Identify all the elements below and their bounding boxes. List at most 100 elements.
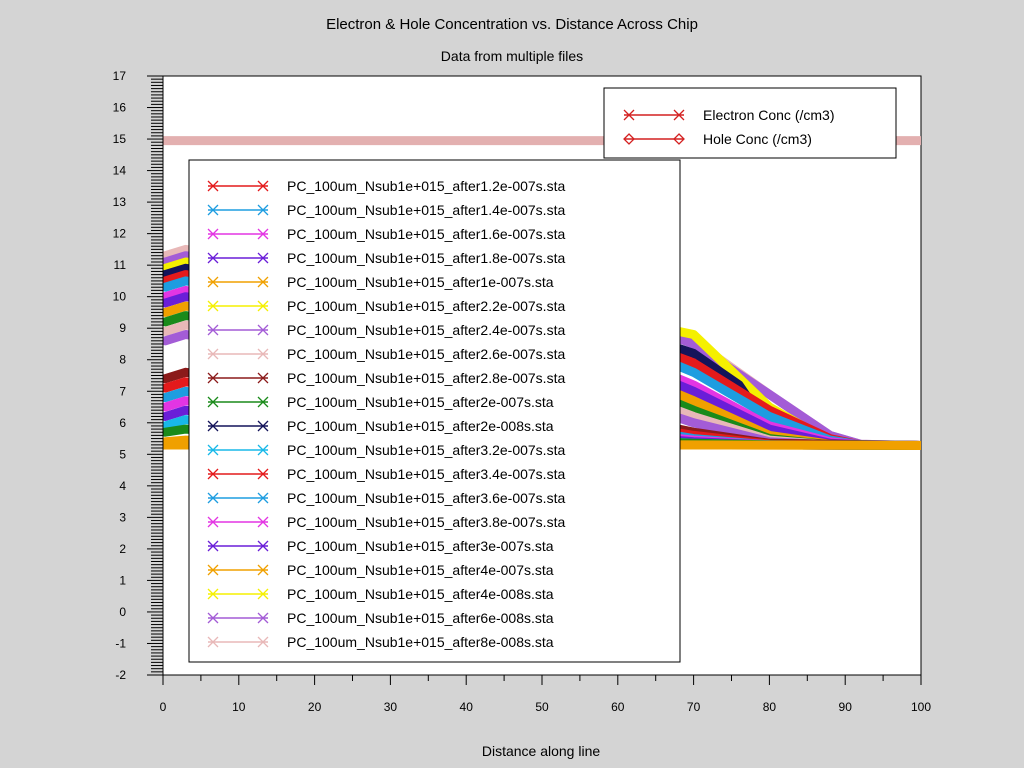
file-legend-label: PC_100um_Nsub1e+015_after2.2e-007s.sta [287,298,565,314]
x-marker-icon [673,109,685,121]
marker-legend-label: Hole Conc (/cm3) [703,131,812,147]
y-tick-label: -2 [115,668,126,682]
file-legend-label: PC_100um_Nsub1e+015_after2.4e-007s.sta [287,322,565,338]
file-legend-label: PC_100um_Nsub1e+015_after2.8e-007s.sta [287,370,565,386]
chart-title: Electron & Hole Concentration vs. Distan… [326,16,698,33]
file-legend-label: PC_100um_Nsub1e+015_after2.6e-007s.sta [287,346,565,362]
y-tick-label: 3 [119,510,126,524]
y-tick-label: 11 [114,258,127,272]
x-marker-icon [257,276,269,288]
file-legend-label: PC_100um_Nsub1e+015_after3.6e-007s.sta [287,490,565,506]
diamond-marker-icon [623,133,635,145]
x-marker-icon [257,540,269,552]
file-legend-label: PC_100um_Nsub1e+015_after1e-007s.sta [287,274,554,290]
file-legend-label: PC_100um_Nsub1e+015_after2e-007s.sta [287,394,554,410]
marker-legend-box [603,87,897,159]
marker-legend-label: Electron Conc (/cm3) [703,107,834,123]
x-marker-icon [257,348,269,360]
y-tick-label: 13 [113,195,127,209]
file-legend-label: PC_100um_Nsub1e+015_after1.6e-007s.sta [287,226,565,242]
file-legend-label: PC_100um_Nsub1e+015_after4e-008s.sta [287,586,554,602]
file-legend-label: PC_100um_Nsub1e+015_after3.2e-007s.sta [287,442,565,458]
y-tick-label: 17 [113,69,127,83]
x-marker-icon [207,300,219,312]
y-tick-label: -1 [115,636,126,650]
file-legend-label: PC_100um_Nsub1e+015_after1.8e-007s.sta [287,250,565,266]
x-marker-icon [257,468,269,480]
x-marker-icon [257,180,269,192]
x-marker-icon [207,276,219,288]
file-legend-label: PC_100um_Nsub1e+015_after3.4e-007s.sta [287,466,565,482]
x-marker-icon [207,396,219,408]
diamond-marker-icon [673,133,685,145]
x-marker-icon [257,420,269,432]
y-tick-label: 16 [113,101,127,115]
x-tick-label: 100 [911,700,931,714]
x-marker-icon [207,564,219,576]
x-marker-icon [207,228,219,240]
file-legend-label: PC_100um_Nsub1e+015_after8e-008s.sta [287,634,554,650]
x-axis-label: Distance along line [482,743,601,759]
file-legend-label: PC_100um_Nsub1e+015_after3.8e-007s.sta [287,514,565,530]
x-tick-label: 50 [535,700,549,714]
y-tick-label: 14 [113,164,127,178]
x-tick-label: 0 [160,700,167,714]
x-marker-icon [257,204,269,216]
y-tick-label: 15 [113,132,127,146]
y-tick-label: 2 [119,542,126,556]
x-marker-icon [257,396,269,408]
x-marker-icon [207,468,219,480]
x-marker-icon [207,204,219,216]
x-tick-label: 10 [232,700,246,714]
x-marker-icon [257,588,269,600]
y-tick-label: 4 [119,479,126,493]
y-tick-label: 10 [113,290,127,304]
x-tick-label: 90 [839,700,853,714]
x-marker-icon [207,636,219,648]
y-tick-label: 0 [119,605,126,619]
x-marker-icon [257,492,269,504]
y-tick-label: 7 [119,384,126,398]
x-marker-icon [257,228,269,240]
x-marker-icon [207,348,219,360]
chart-subtitle: Data from multiple files [441,48,583,64]
x-tick-label: 80 [763,700,777,714]
file-legend-label: PC_100um_Nsub1e+015_after3e-007s.sta [287,538,554,554]
x-marker-icon [257,372,269,384]
y-tick-label: 5 [119,447,126,461]
x-marker-icon [207,372,219,384]
x-marker-icon [207,444,219,456]
x-tick-label: 70 [687,700,701,714]
x-marker-icon [207,492,219,504]
x-marker-icon [257,324,269,336]
y-tick-label: 8 [119,353,126,367]
file-legend-label: PC_100um_Nsub1e+015_after1.2e-007s.sta [287,178,565,194]
x-tick-label: 40 [460,700,474,714]
x-marker-icon [207,324,219,336]
x-tick-label: 30 [384,700,398,714]
x-marker-icon [257,636,269,648]
x-marker-icon [207,180,219,192]
y-tick-label: 6 [119,416,126,430]
file-legend-label: PC_100um_Nsub1e+015_after2e-008s.sta [287,418,554,434]
x-marker-icon [207,588,219,600]
x-marker-icon [623,109,635,121]
x-marker-icon [207,612,219,624]
file-legend-label: PC_100um_Nsub1e+015_after6e-008s.sta [287,610,554,626]
y-tick-label: 1 [119,573,126,587]
y-tick-label: 12 [113,227,127,241]
x-marker-icon [257,564,269,576]
x-tick-label: 60 [611,700,625,714]
x-marker-icon [207,516,219,528]
y-tick-label: 9 [119,321,126,335]
x-marker-icon [257,444,269,456]
x-marker-icon [257,516,269,528]
x-marker-icon [257,612,269,624]
x-marker-icon [207,252,219,264]
x-marker-icon [257,252,269,264]
x-marker-icon [207,540,219,552]
x-tick-label: 20 [308,700,322,714]
x-marker-icon [207,420,219,432]
file-legend-label: PC_100um_Nsub1e+015_after4e-007s.sta [287,562,554,578]
